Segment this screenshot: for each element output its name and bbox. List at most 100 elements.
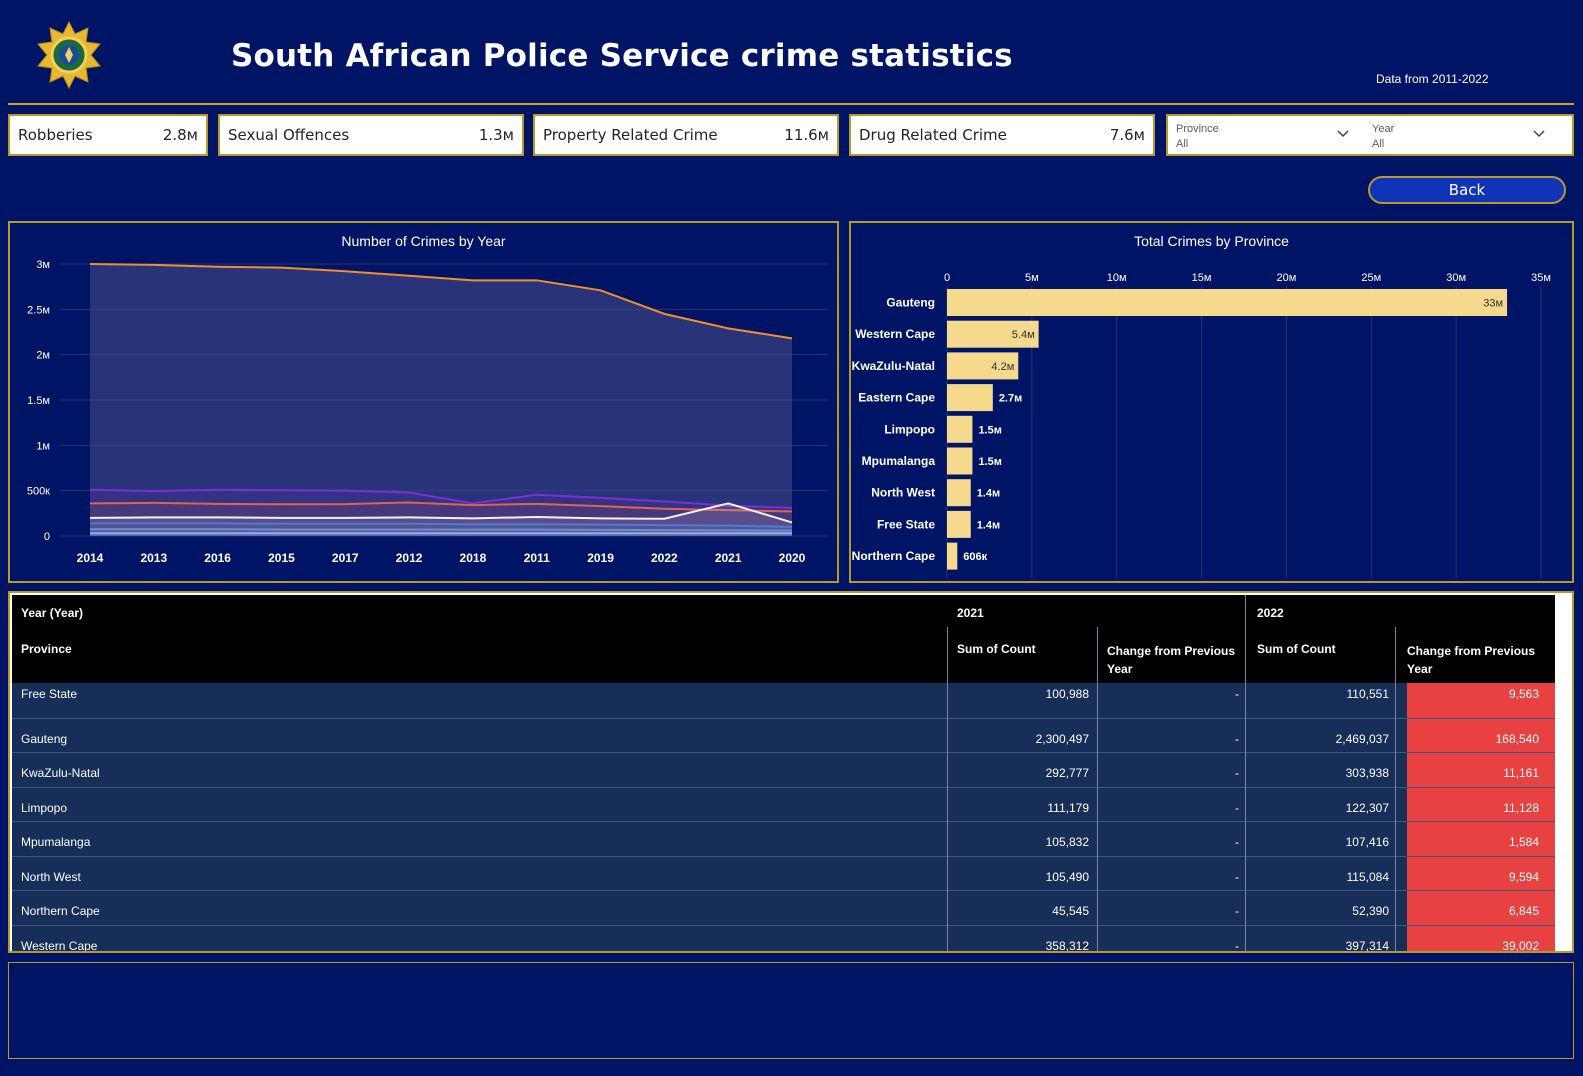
data-label: 33м bbox=[1483, 298, 1503, 310]
col-header-change-2022: Change from Previous Year bbox=[1407, 644, 1536, 676]
bar[interactable] bbox=[947, 352, 1019, 380]
column-divider bbox=[1245, 595, 1246, 951]
series-line[interactable] bbox=[90, 522, 793, 528]
x-tick-label: 2021 bbox=[715, 551, 742, 565]
bar[interactable] bbox=[947, 510, 971, 538]
cell-province: Free State bbox=[21, 687, 78, 701]
x-tick-label: 2015 bbox=[268, 551, 295, 565]
data-label: 1.4м bbox=[977, 488, 1000, 500]
back-button[interactable]: Back bbox=[1368, 176, 1566, 204]
y-tick-label: 2.5м bbox=[27, 304, 50, 316]
category-label: North West bbox=[871, 486, 935, 500]
saps-badge-logo bbox=[37, 20, 101, 90]
series-line[interactable] bbox=[89, 502, 793, 524]
y-tick-label: 2м bbox=[36, 350, 50, 362]
data-range-label: Data from 2011-2022 bbox=[1376, 72, 1489, 86]
cell-chg-2022: 11,161 bbox=[1503, 766, 1539, 780]
table-row[interactable]: Western Cape 358,312 - 397,314 39,002 bbox=[12, 925, 1555, 952]
cell-chg-2022: 39,002 bbox=[1502, 938, 1539, 952]
x-tick-label: 25м bbox=[1361, 272, 1381, 284]
year-header-2022: 2022 bbox=[1257, 606, 1284, 620]
cell-sum-2022: 122,307 bbox=[1345, 800, 1389, 815]
bar[interactable] bbox=[947, 289, 1508, 316]
cell-sum-2021: 105,490 bbox=[1045, 869, 1089, 884]
x-tick-label: 2018 bbox=[460, 551, 487, 565]
crimes-by-year-panel: Number of Crimes by Year 3м 2.5м 2м 1.5м 1м 5… bbox=[8, 221, 839, 583]
crimes-by-year-chart[interactable]: 3м 2.5м 2м 1.5м 1м 500к 0 2014 2013 2016 2015 2017 2… bbox=[10, 223, 837, 581]
x-tick-label: 30м bbox=[1446, 272, 1466, 284]
kpi-label: Property Related Crime bbox=[543, 126, 718, 144]
cell-province: KwaZulu-Natal bbox=[21, 766, 100, 780]
table-row[interactable]: Limpopo 111,179 - 122,307 11,128 bbox=[12, 787, 1555, 822]
table-row[interactable]: KwaZulu-Natal 292,777 - 303,938 11,161 bbox=[12, 752, 1555, 787]
bar[interactable] bbox=[947, 320, 1039, 348]
category-label: Eastern Cape bbox=[858, 391, 935, 405]
kpi-value: 1.3м bbox=[478, 126, 514, 144]
table-row[interactable]: North West 105,490 - 115,084 9,594 bbox=[12, 856, 1555, 891]
year-slicer[interactable]: Year All bbox=[1364, 116, 1554, 154]
header-divider bbox=[8, 103, 1574, 105]
x-tick-label: 2016 bbox=[204, 551, 231, 565]
province-matrix: Year (Year) Province 2021 2022 Sum of Co… bbox=[12, 595, 1555, 951]
col-header-sum-2022: Sum of Count bbox=[1257, 642, 1336, 656]
change-2022-highlight bbox=[1407, 683, 1555, 951]
table-row[interactable]: Mpumalanga 105,832 - 107,416 1,584 bbox=[12, 821, 1555, 856]
cell-sum-2021: 292,777 bbox=[1045, 766, 1089, 780]
y-tick-label: 1.5м bbox=[27, 395, 50, 407]
table-row[interactable]: Northern Cape 45,545 - 52,390 6,845 bbox=[12, 890, 1555, 925]
cell-chg-2022: 9,563 bbox=[1508, 687, 1539, 701]
row-divider bbox=[12, 855, 1555, 857]
cell-chg-2021: - bbox=[1235, 869, 1239, 884]
bar[interactable] bbox=[947, 542, 958, 570]
series-area bbox=[90, 502, 792, 536]
kpi-card-robberies: Robberies 2.8м bbox=[8, 114, 208, 156]
chevron-down-icon[interactable] bbox=[1336, 126, 1350, 140]
x-tick-label: 35м bbox=[1531, 272, 1551, 284]
cell-sum-2022: 303,938 bbox=[1345, 766, 1389, 780]
cell-province: North West bbox=[21, 869, 81, 884]
province-matrix-panel: Year (Year) Province 2021 2022 Sum of Co… bbox=[8, 591, 1574, 953]
kpi-card-property-crime: Property Related Crime 11.6м bbox=[533, 114, 839, 156]
crimes-by-province-chart[interactable]: 0 5м 10м 15м 20м 25м 30м 35м Gauteng 33м Western C… bbox=[851, 223, 1572, 581]
table-row[interactable]: Free State 100,988 - 110,551 9,563 bbox=[12, 683, 1555, 718]
cell-sum-2022: 110,551 bbox=[1346, 687, 1390, 701]
cell-sum-2022: 397,314 bbox=[1345, 938, 1389, 952]
kpi-label: Sexual Offences bbox=[228, 126, 350, 144]
cell-chg-2021: - bbox=[1235, 835, 1239, 849]
slicer-title: Province bbox=[1176, 123, 1219, 135]
page-title: South African Police Service crime stati… bbox=[231, 38, 1013, 74]
bar[interactable] bbox=[947, 447, 973, 475]
year-header-2021: 2021 bbox=[957, 606, 984, 620]
series-line[interactable] bbox=[89, 501, 793, 513]
cell-sum-2021: 111,179 bbox=[1047, 800, 1089, 815]
row-divider bbox=[12, 821, 1555, 822]
cell-province: Western Cape bbox=[21, 938, 98, 952]
slicer-bar: Province All Year All bbox=[1166, 114, 1574, 156]
cell-sum-2022: 107,416 bbox=[1345, 835, 1389, 849]
category-label: Free State bbox=[877, 517, 935, 531]
slicer-value: All bbox=[1372, 138, 1385, 150]
series-line[interactable] bbox=[90, 528, 793, 532]
x-tick-label: 20м bbox=[1277, 272, 1297, 284]
cell-sum-2021: 105,832 bbox=[1045, 835, 1089, 849]
bar[interactable] bbox=[947, 479, 971, 507]
cell-sum-2021: 100,988 bbox=[1045, 687, 1089, 701]
cell-sum-2022: 2,469,037 bbox=[1335, 731, 1389, 746]
series-line[interactable] bbox=[89, 263, 793, 340]
chevron-down-icon[interactable] bbox=[1532, 126, 1546, 140]
x-tick-label: 2019 bbox=[587, 551, 614, 565]
x-tick-label: 15м bbox=[1192, 272, 1212, 284]
table-row[interactable]: Gauteng 2,300,497 - 2,469,037 168,540 bbox=[12, 718, 1555, 753]
col-header-change-2021: Change from Previous Year bbox=[1107, 644, 1236, 676]
kpi-value: 2.8м bbox=[162, 126, 198, 144]
province-slicer[interactable]: Province All bbox=[1168, 116, 1358, 154]
cell-chg-2021: - bbox=[1235, 766, 1239, 780]
col-header-sum-2021: Sum of Count bbox=[957, 642, 1036, 656]
cell-chg-2022: 9,594 bbox=[1508, 869, 1539, 884]
y-tick-label: 1м bbox=[36, 440, 50, 452]
bar[interactable] bbox=[947, 415, 973, 443]
bar[interactable] bbox=[947, 384, 993, 412]
category-label: Mpumalanga bbox=[862, 454, 936, 468]
category-label: Limpopo bbox=[884, 422, 935, 436]
series-line[interactable] bbox=[89, 488, 793, 509]
